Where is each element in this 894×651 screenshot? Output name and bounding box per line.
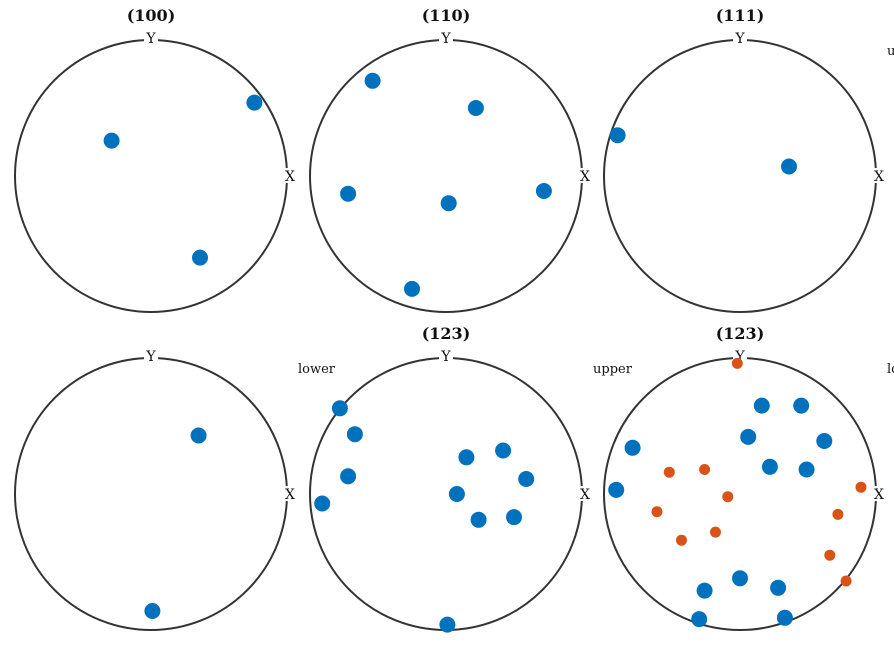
pole-point xyxy=(192,249,208,266)
pole-point xyxy=(346,426,363,443)
y-axis-label: Y xyxy=(734,31,745,47)
x-axis-label: X xyxy=(874,487,884,503)
pole-point xyxy=(518,471,535,487)
x-label-backing xyxy=(578,486,592,501)
pole-point xyxy=(609,127,626,144)
pole-figure-panel-2: Y X (110) xyxy=(309,6,592,313)
pole-point xyxy=(776,609,793,626)
stereonet-circle xyxy=(14,357,288,631)
y-label-backing xyxy=(439,31,453,45)
pole-point xyxy=(651,506,663,518)
pole-point xyxy=(340,468,357,485)
pole-point xyxy=(816,433,833,449)
pole-point xyxy=(731,357,743,369)
pole-figure-panel-3: Y X (111) upper xyxy=(603,6,894,313)
stereonet-circle xyxy=(603,357,877,631)
x-label-backing xyxy=(283,168,297,183)
pole-point xyxy=(608,481,625,498)
x-label-backing xyxy=(578,168,592,183)
pole-point xyxy=(314,495,331,512)
pole-point xyxy=(144,603,161,619)
pole-point xyxy=(246,94,263,111)
pole-point xyxy=(103,132,120,149)
pole-point xyxy=(710,526,721,538)
x-axis-label: X xyxy=(580,487,590,503)
pole-point xyxy=(722,491,734,503)
stereonet-circle xyxy=(309,39,583,313)
y-label-backing xyxy=(144,349,158,363)
pole-point xyxy=(824,549,836,561)
panel-title: (123) xyxy=(422,324,471,343)
pole-point xyxy=(364,72,381,89)
stereonet-circle xyxy=(309,357,583,631)
hemisphere-label: upper xyxy=(887,44,894,59)
panel-title: (110) xyxy=(422,6,471,25)
pole-point xyxy=(798,461,815,478)
pole-point xyxy=(448,486,465,502)
panel-title: (100) xyxy=(127,6,176,25)
pole-point xyxy=(331,400,348,417)
pole-point xyxy=(781,158,797,175)
pole-point xyxy=(458,449,475,466)
pole-point xyxy=(535,183,552,199)
pole-point xyxy=(439,616,456,633)
x-label-backing xyxy=(872,168,886,183)
y-axis-label: Y xyxy=(145,31,156,47)
pole-figure-panel-1: Y X (100) xyxy=(14,6,297,313)
pole-point xyxy=(495,442,512,459)
hemisphere-label: lower xyxy=(298,362,336,377)
y-axis-label: Y xyxy=(734,349,745,365)
x-axis-label: X xyxy=(285,169,295,185)
panel-title: (123) xyxy=(716,324,765,343)
pole-point xyxy=(190,427,207,444)
y-axis-label: Y xyxy=(440,349,451,365)
y-axis-label: Y xyxy=(440,31,451,47)
x-axis-label: X xyxy=(285,487,295,503)
pole-point xyxy=(676,534,687,546)
panel-title: (111) xyxy=(716,6,765,25)
pole-figure-panel-5: Y X (123) upper xyxy=(309,324,633,633)
pole-point xyxy=(761,458,778,475)
pole-point xyxy=(840,575,852,587)
pole-point xyxy=(753,397,770,414)
pole-point xyxy=(506,509,522,526)
y-label-backing xyxy=(144,31,158,45)
pole-point xyxy=(740,428,757,445)
y-label-backing xyxy=(733,31,747,45)
x-axis-label: X xyxy=(580,169,590,185)
y-label-backing xyxy=(439,349,453,363)
stereonet-circle xyxy=(603,39,877,313)
y-axis-label: Y xyxy=(145,349,156,365)
pole-point xyxy=(340,185,357,202)
pole-point xyxy=(440,195,457,212)
pole-figure-panel-6: Y X (123) lower xyxy=(603,324,894,631)
stereonet-circle xyxy=(14,39,288,313)
pole-point xyxy=(470,511,487,528)
pole-point xyxy=(624,439,641,456)
hemisphere-label: lower xyxy=(887,362,894,377)
pole-point xyxy=(732,570,748,587)
x-axis-label: X xyxy=(874,169,884,185)
pole-point xyxy=(699,464,711,475)
pole-point xyxy=(770,579,787,596)
pole-point xyxy=(793,397,810,414)
pole-point xyxy=(696,582,713,599)
pole-point xyxy=(467,100,484,116)
pole-point xyxy=(855,481,867,493)
pole-point xyxy=(832,508,844,520)
x-label-backing xyxy=(283,486,297,501)
pole-point xyxy=(404,280,420,297)
pole-point xyxy=(663,466,675,478)
pole-point xyxy=(691,611,708,628)
hemisphere-label: upper xyxy=(593,362,633,377)
x-label-backing xyxy=(872,486,886,501)
